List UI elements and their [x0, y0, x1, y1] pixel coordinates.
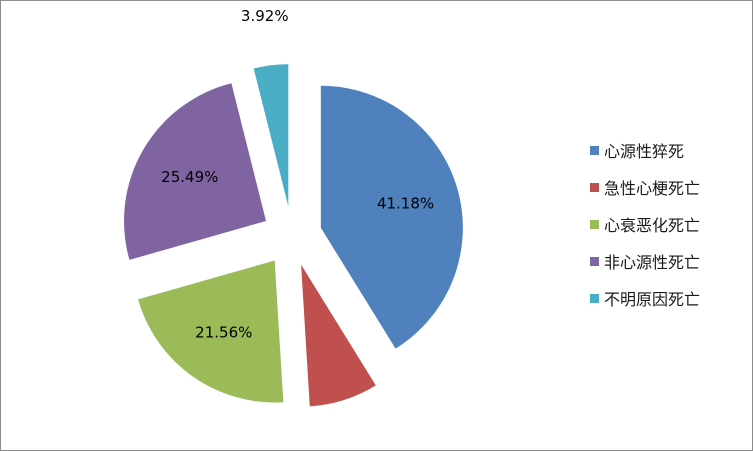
- pie-slice: [253, 64, 289, 207]
- legend-swatch: [590, 219, 599, 229]
- data-label: 3.92%: [241, 7, 289, 25]
- pie-data-labels: 41.18%7.84%21.56%25.49%3.92%: [161, 7, 434, 341]
- legend-label: 心衰恶化死亡: [604, 216, 701, 235]
- legend-item: 非心源性死亡: [590, 249, 700, 273]
- legend-label: 心源性猝死: [604, 142, 685, 161]
- pie-slices: [124, 64, 463, 407]
- legend-swatch: [590, 293, 599, 303]
- pie-slice: [124, 83, 267, 260]
- data-label: 25.49%: [161, 168, 218, 186]
- legend-item: 不明原因死亡: [590, 286, 700, 310]
- pie-slice: [301, 264, 376, 407]
- legend-swatch: [590, 182, 599, 192]
- pie-slice: [320, 85, 463, 349]
- legend-swatch: [590, 145, 599, 155]
- legend-item: 心衰恶化死亡: [590, 212, 700, 236]
- pie-slice: [138, 260, 284, 403]
- chart-legend: 心源性猝死 急性心梗死亡 心衰恶化死亡 非心源性死亡 不明原因死亡: [590, 138, 700, 323]
- legend-label: 非心源性死亡: [604, 253, 701, 272]
- data-label: 21.56%: [195, 323, 252, 341]
- legend-item: 急性心梗死亡: [590, 175, 700, 199]
- legend-item: 心源性猝死: [590, 138, 700, 162]
- legend-swatch: [590, 256, 599, 266]
- legend-label: 急性心梗死亡: [604, 179, 701, 198]
- legend-label: 不明原因死亡: [604, 290, 701, 309]
- data-label: 41.18%: [377, 195, 434, 213]
